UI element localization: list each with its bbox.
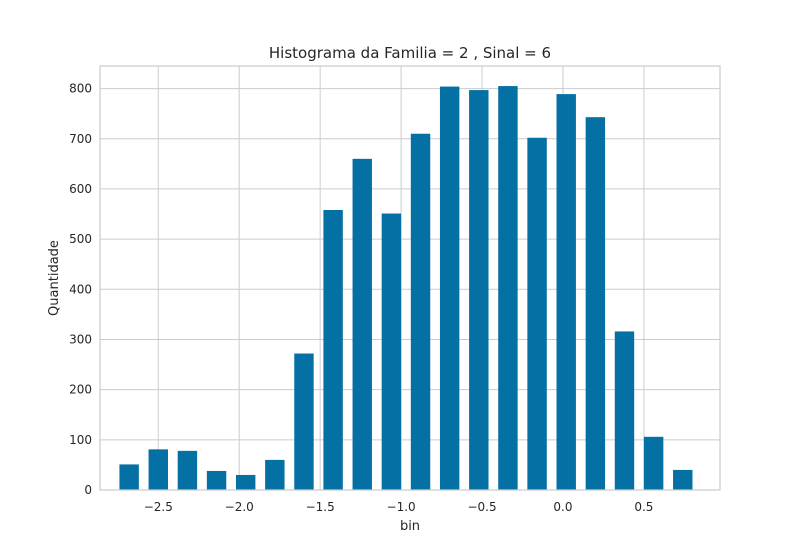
histogram-bar: [410, 133, 431, 491]
histogram-bar: [643, 436, 664, 490]
x-tick-label: −0.5: [467, 500, 496, 514]
y-tick-label: 500: [69, 232, 92, 246]
y-tick-label: 800: [69, 82, 92, 96]
histogram-bar: [206, 470, 227, 490]
x-tick-labels: −2.5 −2.0 −1.5 −1.0 −0.5 0.0 0.5: [144, 500, 654, 514]
plot-frame: [99, 65, 721, 491]
x-tick-label: 0.0: [553, 500, 572, 514]
bars: [119, 86, 693, 491]
histogram-bar: [294, 353, 314, 490]
histogram-bar: [235, 474, 256, 490]
x-axis-label: bin: [400, 519, 420, 534]
histogram-bar: [556, 94, 576, 490]
histogram-bar: [469, 90, 489, 490]
y-axis-label: Quantidade: [47, 240, 62, 316]
histogram-bar: [585, 117, 606, 491]
y-tick-label: 0: [84, 483, 92, 497]
histogram-bar: [323, 210, 343, 490]
x-tick-label: −1.0: [387, 500, 416, 514]
y-tick-labels: 0 100 200 300 400 500 600 700 800: [69, 82, 92, 497]
histogram-bar: [381, 213, 402, 490]
histogram-bar: [439, 86, 460, 490]
histogram-bar: [527, 137, 547, 490]
y-tick-label: 300: [69, 332, 92, 346]
histogram-bar: [614, 331, 635, 490]
x-tick-label: −2.5: [144, 500, 173, 514]
histogram-bar: [352, 158, 372, 490]
y-tick-label: 100: [69, 433, 92, 447]
histogram-bar: [177, 450, 198, 490]
y-tick-label: 400: [69, 282, 92, 296]
histogram-bar: [148, 449, 168, 490]
histogram-bar: [265, 459, 285, 490]
chart-title: Histograma da Familia = 2 , Sinal = 6: [269, 44, 551, 62]
y-tick-label: 200: [69, 383, 92, 397]
histogram-bar: [673, 469, 693, 490]
y-tick-label: 600: [69, 182, 92, 196]
histogram-bar: [119, 464, 139, 490]
y-tick-label: 700: [69, 132, 92, 146]
x-tick-label: −1.5: [306, 500, 335, 514]
x-tick-label: 0.5: [634, 500, 653, 514]
x-tick-label: −2.0: [225, 500, 254, 514]
histogram-bar: [498, 86, 518, 490]
